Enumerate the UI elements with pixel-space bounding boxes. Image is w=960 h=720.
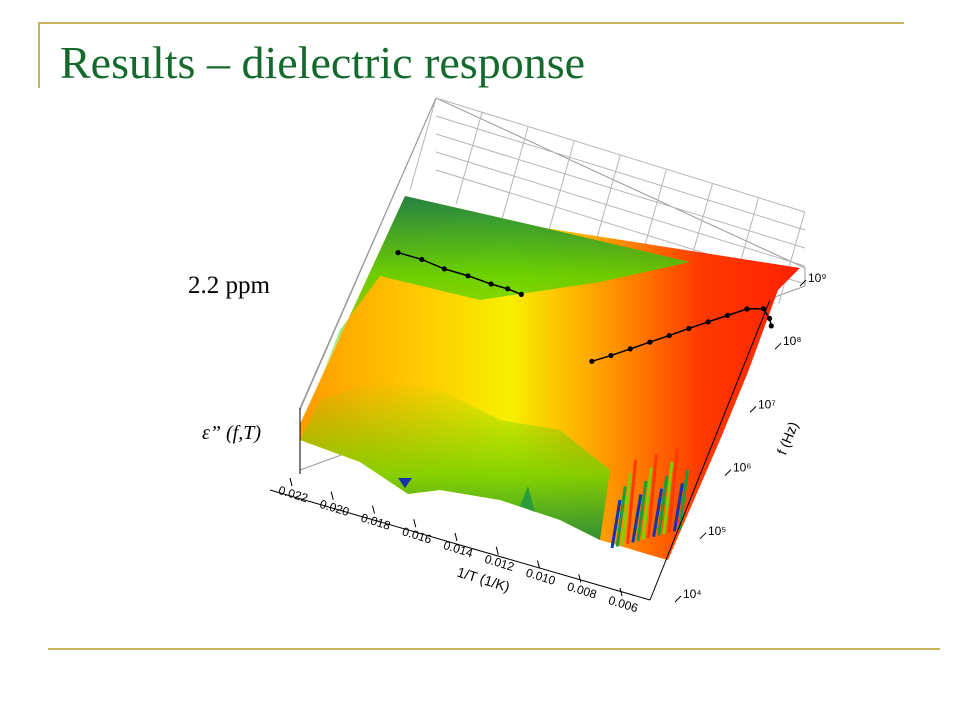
y-tick-label: 10⁶ [733,461,751,475]
data-series [395,250,774,364]
surface-ridge [641,467,653,540]
x-tick-mark [454,532,458,542]
grid-line [778,211,806,304]
x-tick-label: 0.020 [318,497,351,519]
data-point [627,346,633,352]
y-tick-mark [774,342,782,350]
slide-title: Results – dielectric response [60,37,586,88]
surface-ridge [626,459,638,544]
surface-ridge [672,482,684,532]
x-tick-label: 0.018 [359,511,392,533]
y-tick-label: 10⁴ [683,587,702,601]
grid-line [299,97,437,411]
x-tick-mark [330,491,334,500]
data-point [505,286,511,292]
x-tick-label: 0.012 [483,552,516,574]
data-point [760,306,767,312]
concentration-annotation: 2.2 ppm [188,272,270,299]
y-tick-mark [724,469,732,476]
data-point [725,312,731,318]
surface-ridge [631,494,643,543]
x-tick-label: 0.008 [566,579,599,601]
grid-line [501,126,529,219]
surface-ridge [667,448,679,533]
x-tick-mark [619,587,623,597]
x-tick-mark [495,546,499,555]
top-rule [40,22,904,24]
surface-front-band [300,380,610,540]
y-tick-label: 10⁷ [758,397,776,411]
y-tick-label: 10⁸ [783,334,801,348]
x-tick-mark [289,477,293,487]
surface-ridge [620,473,632,546]
data-point [589,358,595,364]
data-point [766,315,773,321]
y-axis-line [649,299,771,601]
x-tick-label: 0.016 [401,524,434,546]
bottom-rule [48,648,940,650]
left-rule [38,22,40,88]
data-point [488,281,494,287]
grid-line [455,112,483,205]
surface-ridge [646,454,658,539]
x-tick-mark [537,560,540,569]
x-tick-label: 0.022 [277,483,310,505]
data-point [768,323,774,329]
surface-ridge [636,480,648,542]
data-point [608,352,614,359]
x-tick-mark [578,574,582,583]
data-point [518,291,524,297]
surface-ridge [610,499,622,549]
x-tick-mark [372,505,375,514]
data-point [395,250,401,256]
y-tick-mark [799,279,807,287]
y-tick-mark [699,532,707,540]
data-point [705,319,711,325]
x-tick-label: 0.006 [607,593,640,615]
x-tick-mark [413,519,417,528]
data-point [465,273,471,279]
grid-line [435,115,806,231]
surface-dip [520,486,535,512]
x-axis-line [269,489,651,601]
data-point [647,339,653,345]
surface-ridge [615,486,627,547]
grid-line [435,133,806,249]
grid-line [593,154,621,247]
surface [300,196,800,560]
data-point [744,306,750,312]
grid-line [409,97,437,191]
y-tick-mark [749,406,757,413]
y-tick-label: 10⁹ [808,271,827,285]
x-tick-label: 0.014 [442,538,475,560]
surface-ridge [652,488,664,538]
z-axis-label: ε” (f,T) [202,422,262,444]
data-point [686,325,692,332]
y-tick-label: 10⁵ [708,524,726,538]
surface-ridge [657,475,669,536]
y-axis-label: f (Hz) [774,419,802,457]
surface-ridge [662,461,674,535]
data-point [419,256,425,263]
y-tick-mark [674,595,682,603]
data-point [666,333,672,339]
grid-line [547,140,575,233]
x-tick-label: 0.010 [524,566,557,588]
grid-line [435,151,806,267]
surface-dip [398,478,412,488]
surface-ridge [678,469,690,530]
data-point [441,266,447,272]
